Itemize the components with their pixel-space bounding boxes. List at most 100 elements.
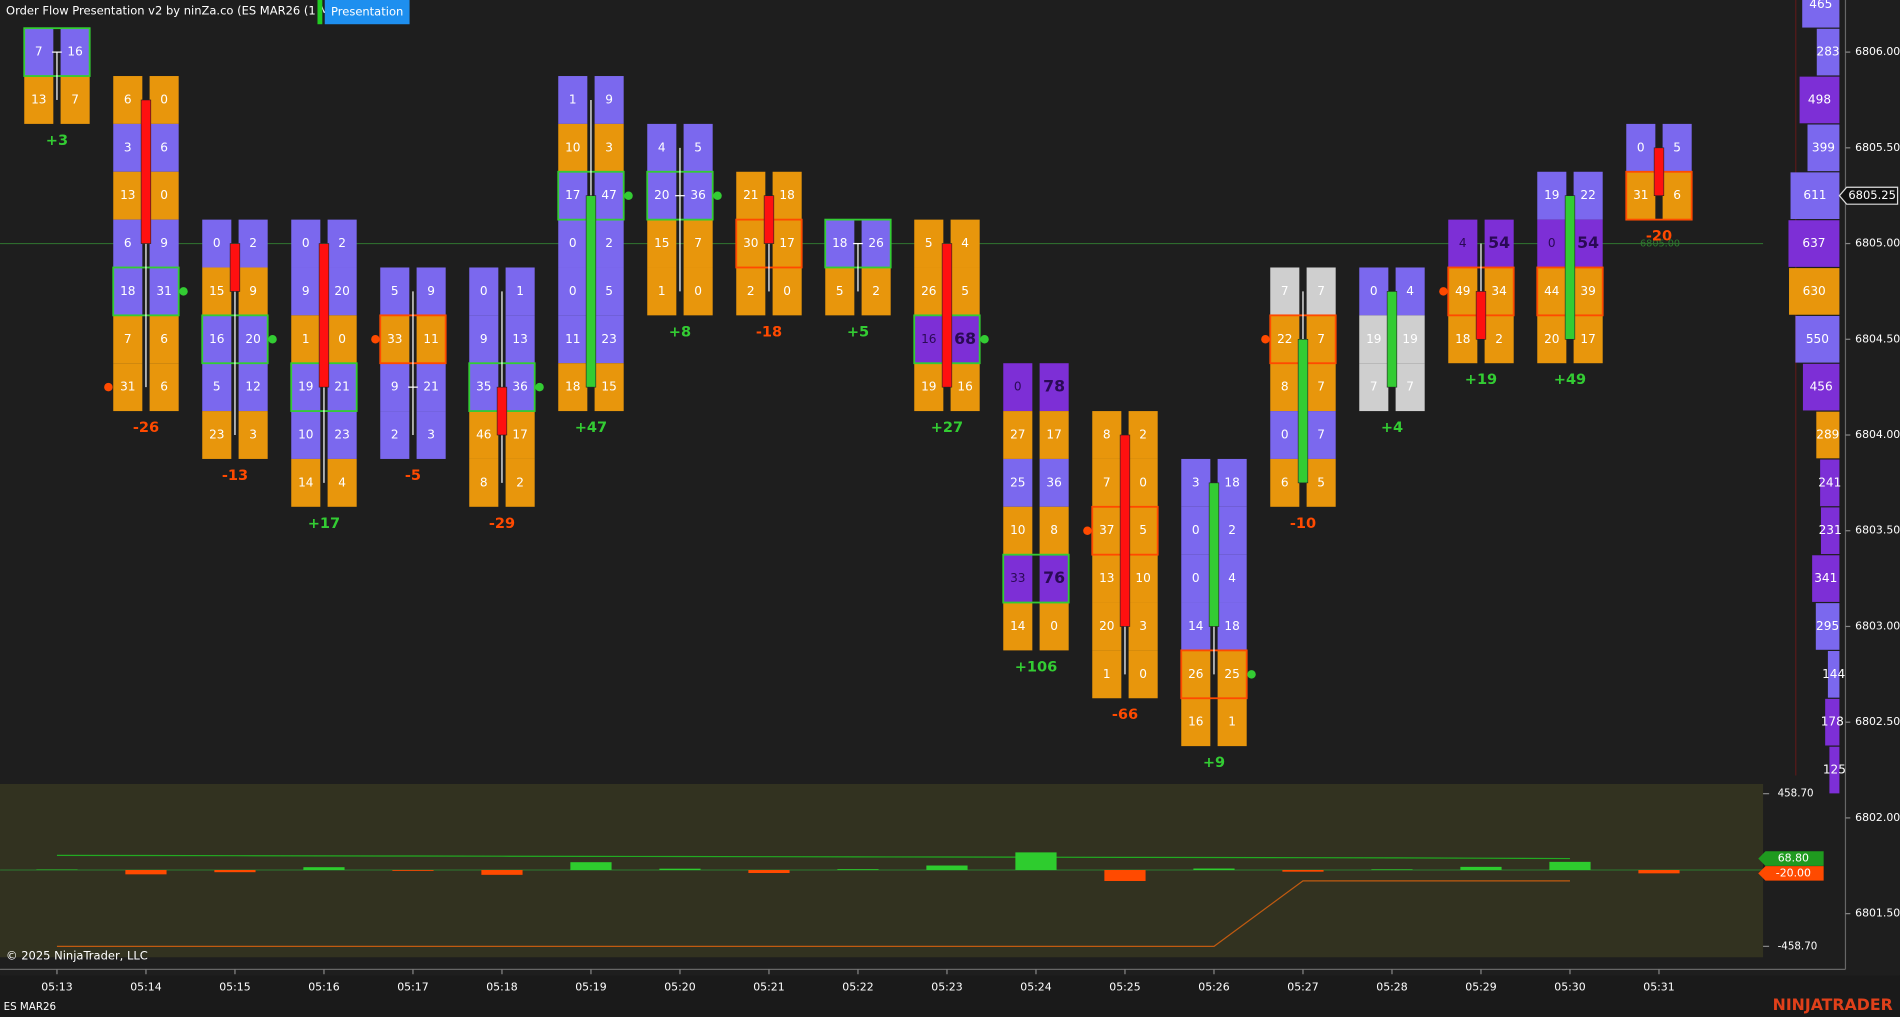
ask-cell: [950, 363, 980, 412]
ask-volume: 8: [1050, 523, 1058, 537]
ask-cell: [1217, 458, 1247, 507]
ask-volume: 3: [605, 140, 613, 154]
ask-cell: [772, 219, 802, 268]
volume-profile-bar: [1790, 172, 1840, 220]
bid-cell: [24, 76, 54, 124]
volume-profile-bar: [1825, 698, 1840, 746]
ask-volume: 5: [694, 140, 702, 154]
volume-profile-label: 498: [1808, 92, 1831, 106]
bid-volume: 26: [1188, 667, 1203, 681]
volume-profile-label: 550: [1806, 332, 1829, 346]
bid-volume: 49: [1455, 284, 1470, 298]
ask-cell: [594, 123, 624, 172]
bid-volume: 9: [391, 380, 399, 394]
ask-volume: 0: [1050, 619, 1058, 633]
delta-histogram-bar: [1460, 866, 1502, 871]
time-label: 05:29: [1465, 981, 1496, 994]
bid-cell: [1448, 267, 1478, 316]
candle-body: [1653, 147, 1665, 196]
delta-histogram-bar: [303, 867, 345, 871]
candle-body: [1208, 482, 1220, 627]
ask-volume: 3: [249, 428, 257, 442]
ask-volume: 2: [338, 236, 346, 250]
bid-volume: 0: [1014, 380, 1022, 394]
ask-cell: [1128, 602, 1158, 651]
bid-volume: 0: [302, 236, 310, 250]
bid-volume: 18: [120, 284, 135, 298]
delta-label: +19: [1465, 372, 1497, 388]
ask-volume: 0: [694, 284, 702, 298]
ask-cell: [1484, 219, 1514, 268]
bid-volume: 5: [925, 236, 933, 250]
bid-volume: 6: [1281, 475, 1289, 489]
candle-body: [496, 386, 508, 436]
ask-volume: 10: [1135, 571, 1150, 585]
delta-label: +27: [931, 420, 963, 436]
time-label: 05:25: [1109, 981, 1140, 994]
price-tick-label: 6802.00: [1855, 811, 1900, 824]
delta-label: +9: [1203, 755, 1225, 771]
delta-histogram-bar: [125, 870, 167, 875]
ask-volume: 2: [1139, 428, 1147, 442]
bid-volume: 33: [1010, 571, 1025, 585]
volume-profile-bar: [1820, 507, 1840, 555]
bid-volume: 23: [209, 428, 224, 442]
ask-volume: 5: [605, 284, 613, 298]
orange-line: [56, 880, 1570, 947]
ask-volume: 4: [1228, 571, 1236, 585]
ask-cell: [594, 219, 624, 268]
bid-volume: 13: [120, 188, 135, 202]
presentation-button[interactable]: [324, 0, 410, 25]
volume-profile-label: 178: [1821, 715, 1844, 729]
presentation-button-label[interactable]: Presentation: [331, 5, 403, 19]
bid-cell: [1092, 506, 1122, 555]
ask-cell: [238, 219, 268, 268]
delta-histogram-bar: [481, 870, 523, 875]
bid-cell: [202, 315, 232, 364]
ask-cell: [1217, 650, 1247, 699]
bid-cell: [558, 267, 588, 316]
time-label: 05:28: [1376, 981, 1407, 994]
delta-tag: [1758, 866, 1824, 881]
bid-volume: 13: [31, 92, 46, 106]
ask-volume: 54: [1488, 233, 1510, 252]
delta-tick-label: -458.70: [1778, 940, 1818, 952]
volume-profile-label: 341: [1814, 571, 1837, 585]
volume-profile-label: 611: [1803, 188, 1826, 202]
ask-cell: [594, 363, 624, 412]
candle-body: [941, 243, 953, 388]
bid-volume: 16: [1188, 715, 1203, 729]
bid-volume: 9: [302, 284, 310, 298]
bid-volume: 35: [476, 380, 491, 394]
candle-body: [763, 195, 775, 244]
price-tick-label: 6805.00: [1855, 237, 1900, 250]
bid-cell: [113, 315, 143, 364]
bid-volume: 5: [213, 380, 221, 394]
delta-tag: [1758, 851, 1824, 866]
ask-volume: 20: [334, 284, 349, 298]
bid-cell: [202, 411, 232, 459]
ask-volume: 9: [249, 284, 257, 298]
delta-label: +47: [575, 420, 607, 436]
bid-cell: [291, 219, 321, 268]
ask-cell: [1128, 506, 1158, 555]
volume-profile-bar: [1812, 555, 1840, 602]
ask-volume: 1: [1228, 715, 1236, 729]
price-tick-label: 6803.00: [1855, 619, 1900, 632]
ask-cell: [1306, 411, 1336, 459]
delta-histogram-bar: [1638, 870, 1680, 874]
bid-volume: 7: [1370, 380, 1378, 394]
ask-volume: 36: [512, 380, 527, 394]
ask-volume: 18: [779, 188, 794, 202]
ask-cell: [1217, 554, 1247, 603]
bid-cell: [1003, 458, 1033, 507]
ask-cell: [861, 267, 891, 316]
imbalance-dot: [1261, 335, 1270, 344]
bid-cell: [291, 363, 321, 412]
bid-cell: [291, 411, 321, 459]
volume-profile-bar: [1829, 746, 1840, 794]
ask-volume: 68: [954, 329, 976, 348]
delta-label: +17: [308, 516, 340, 532]
bid-cell: [291, 267, 321, 316]
